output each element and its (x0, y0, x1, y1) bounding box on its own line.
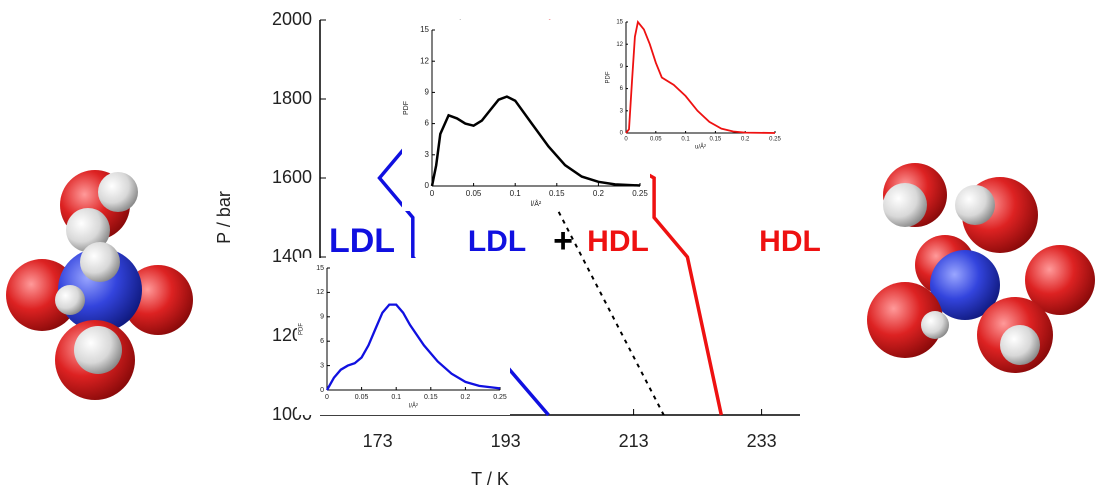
y-tick-label: 15 (616, 20, 623, 26)
x-tick-label: 0.1 (681, 137, 690, 143)
y-tick-label: 12 (616, 42, 623, 48)
y-tick-label: 3 (320, 362, 324, 369)
y-tick-label: 9 (425, 88, 430, 97)
x-tick-label: 0.15 (424, 394, 438, 401)
y-tick-label: 0 (425, 181, 430, 190)
x-tick-label: 0.2 (741, 137, 750, 143)
x-tick-label: 0.25 (632, 189, 648, 198)
y-tick-label: 12 (420, 56, 429, 65)
y-tick-label: 1600 (272, 167, 312, 187)
y-tick-label: 6 (320, 338, 324, 345)
y-tick-label: 3 (620, 108, 624, 114)
x-axis-label: u/Å² (695, 143, 706, 150)
inset-background (596, 12, 785, 158)
y-axis-label: P / bar (214, 191, 234, 244)
x-tick-label: 0.2 (461, 394, 471, 401)
series-line (430, 95, 641, 187)
y-axis-label: PDF (299, 323, 305, 335)
x-tick-label: 0.2 (593, 189, 605, 198)
y-tick-label: 9 (620, 64, 624, 70)
y-tick-label: 0 (320, 387, 324, 394)
x-tick-label: 0.1 (510, 189, 522, 198)
x-tick-label: 0.15 (710, 137, 722, 143)
y-tick-label: 1800 (272, 88, 312, 108)
x-tick-label: 0.25 (769, 137, 781, 143)
x-tick-label: 0.15 (549, 189, 565, 198)
x-tick-label: 0 (624, 137, 628, 143)
molecule-left (6, 170, 193, 400)
y-axis-label: PDF (606, 71, 612, 83)
x-tick-label: 0.05 (355, 394, 369, 401)
series-line (325, 303, 501, 391)
inset-background (297, 258, 510, 415)
y-tick-label: 15 (316, 265, 324, 272)
y-axis-label: PDF (403, 101, 410, 115)
x-tick-label: 0.05 (650, 137, 662, 143)
region-label: HDL (759, 225, 821, 258)
y-tick-label: 9 (320, 314, 324, 321)
x-axis-label: l/Å² (531, 199, 542, 208)
x-tick-label: 0 (325, 394, 329, 401)
x-tick-label: 0.25 (493, 394, 507, 401)
x-tick-label: 0.1 (391, 394, 401, 401)
region-label: LDL (329, 222, 395, 260)
y-tick-label: 3 (425, 150, 430, 159)
x-axis-label: l/Å² (409, 403, 418, 410)
x-tick-label: 0.05 (466, 189, 482, 198)
x-tick-label: 0 (430, 189, 435, 198)
y-tick-label: 6 (425, 119, 430, 128)
x-tick-label: 233 (747, 431, 777, 451)
y-tick-label: 0 (620, 131, 624, 137)
x-tick-label: 213 (619, 431, 649, 451)
x-tick-label: 173 (363, 431, 393, 451)
region-label: + (553, 222, 573, 260)
x-axis-label: T / K (471, 469, 509, 489)
molecule-right (867, 163, 1095, 373)
y-tick-label: 15 (420, 25, 429, 34)
series-line (625, 19, 776, 134)
y-tick-label: 12 (316, 289, 324, 296)
y-tick-label: 2000 (272, 9, 312, 29)
x-tick-label: 193 (491, 431, 521, 451)
region-label: LDL (468, 225, 526, 258)
y-tick-label: 6 (620, 86, 624, 92)
region-label: HDL (587, 225, 649, 258)
